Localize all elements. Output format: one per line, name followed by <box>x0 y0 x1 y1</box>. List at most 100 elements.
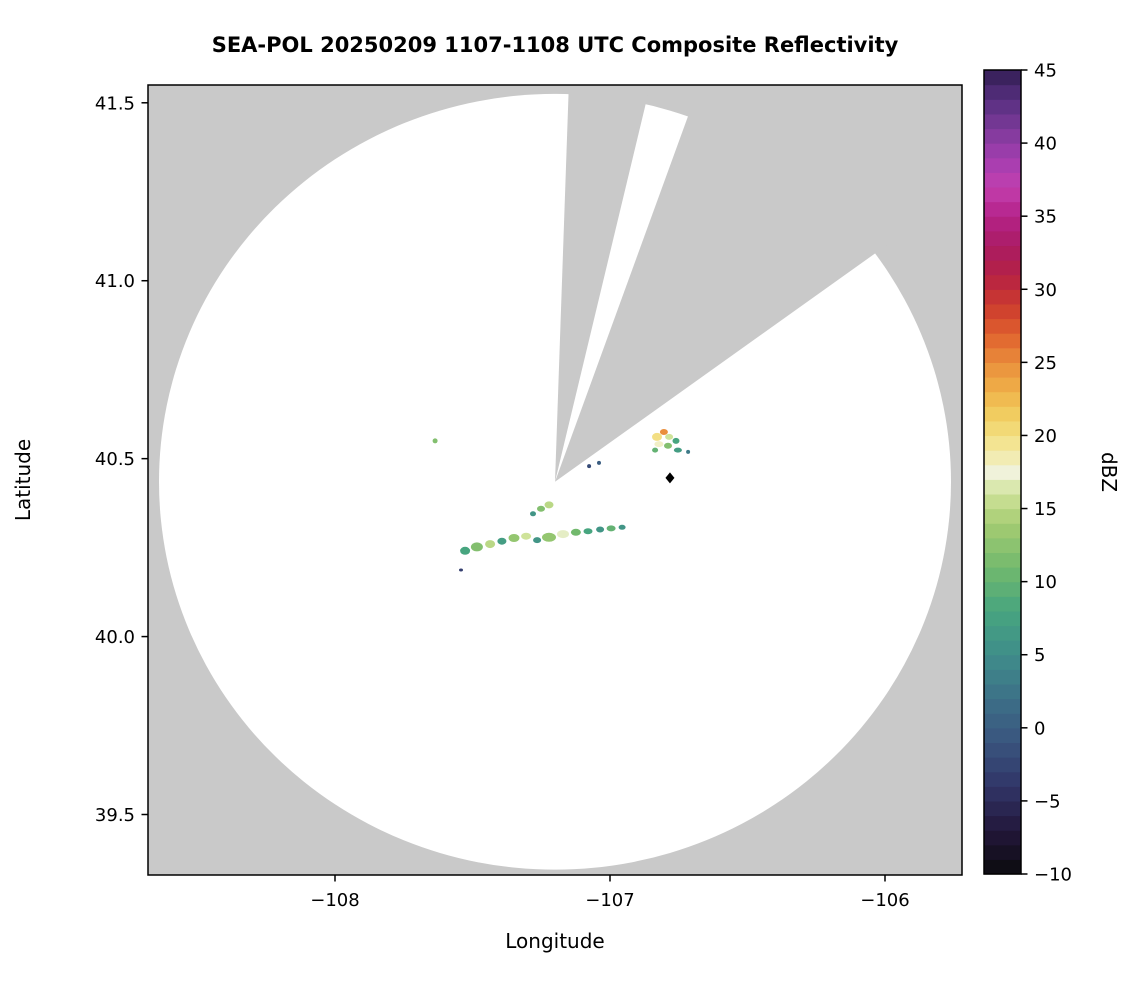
y-tick-label: 41.5 <box>95 93 135 114</box>
missing-data-sector <box>555 85 962 482</box>
y-tick-label: 39.5 <box>95 805 135 826</box>
radar-echo <box>686 449 691 454</box>
radar-echo <box>497 537 507 545</box>
colorbar-segment <box>984 742 1021 758</box>
y-tick-label: 41.0 <box>95 271 135 292</box>
radar-echo <box>664 442 672 449</box>
colorbar-segment <box>984 84 1021 100</box>
colorbar-tick-label: 10 <box>1034 572 1057 593</box>
colorbar-segment <box>984 245 1021 261</box>
colorbar-tick-label: 5 <box>1034 645 1045 666</box>
colorbar-segment <box>984 552 1021 568</box>
radar-echo <box>533 537 542 544</box>
colorbar-segment <box>984 654 1021 670</box>
colorbar-segment <box>984 143 1021 159</box>
colorbar-segment <box>984 260 1021 276</box>
colorbar: −10 −5 0 5 10 15 20 25 30 35 40 45 <box>983 61 1072 886</box>
colorbar-segment <box>984 362 1021 378</box>
missing-data-sector <box>555 85 651 482</box>
colorbar-label: dBZ <box>1097 452 1121 492</box>
colorbar-segment <box>984 683 1021 700</box>
radar-echo <box>654 441 664 448</box>
colorbar-segment <box>984 493 1021 510</box>
diamond-marker <box>665 472 675 484</box>
colorbar-segment <box>984 537 1021 553</box>
colorbar-segment <box>984 815 1021 831</box>
radar-echo <box>652 447 659 453</box>
colorbar-segment <box>984 523 1021 539</box>
radar-echo <box>672 437 680 444</box>
x-axis-label: Longitude <box>505 929 604 953</box>
radar-echo <box>432 438 438 444</box>
radar-echo <box>485 540 496 549</box>
colorbar-segment <box>984 406 1021 422</box>
colorbar-segment <box>984 698 1021 714</box>
colorbar-segment <box>984 464 1021 480</box>
radar-echo <box>618 524 626 530</box>
plot-area <box>148 85 962 875</box>
colorbar-segment <box>984 333 1021 349</box>
colorbar-tick-label: 20 <box>1034 426 1057 447</box>
radar-echo <box>557 530 569 539</box>
radar-echo <box>544 501 554 509</box>
colorbar-segment <box>984 303 1021 320</box>
x-tick-label: −107 <box>585 890 634 911</box>
colorbar-segment <box>984 830 1021 846</box>
radar-echo <box>459 568 463 572</box>
y-axis-label: Latitude <box>11 439 35 521</box>
colorbar-segment <box>984 757 1021 773</box>
radar-echo <box>508 534 520 542</box>
colorbar-segment <box>984 391 1021 407</box>
colorbar-segment <box>984 99 1021 115</box>
colorbar-segment <box>984 479 1021 495</box>
radar-echo <box>542 532 556 542</box>
colorbar-segment <box>984 640 1021 656</box>
colorbar-segment <box>984 347 1021 363</box>
colorbar-segment <box>984 157 1021 173</box>
radar-echo <box>673 447 682 453</box>
radar-echo <box>583 528 593 535</box>
colorbar-segment <box>984 289 1021 305</box>
colorbar-segment <box>984 625 1021 641</box>
y-tick-label: 40.5 <box>95 449 135 470</box>
x-tick-label: −108 <box>310 890 359 911</box>
colorbar-tick-label: 35 <box>1034 207 1057 228</box>
y-tick-label: 40.0 <box>95 627 135 648</box>
axes: −108 −107 −106 39.5 40.0 40.5 41.0 41.5 <box>95 84 963 911</box>
colorbar-segment <box>984 230 1021 247</box>
radar-echo <box>537 505 545 512</box>
colorbar-segment <box>984 435 1021 451</box>
radar-echo <box>659 429 668 435</box>
colorbar-segment <box>984 859 1021 875</box>
colorbar-segment <box>984 713 1021 729</box>
colorbar-segment <box>984 844 1021 860</box>
colorbar-tick-label: −5 <box>1034 791 1061 812</box>
radar-echo <box>521 532 532 540</box>
colorbar-segment <box>984 800 1021 817</box>
colorbar-segment <box>984 376 1021 393</box>
radar-echo <box>606 525 616 532</box>
colorbar-segment <box>984 596 1021 612</box>
radar-echo <box>652 432 662 441</box>
radar-echo <box>597 460 601 465</box>
radar-echo <box>530 511 536 517</box>
colorbar-tick-label: 45 <box>1034 61 1057 82</box>
colorbar-segment <box>984 450 1021 466</box>
colorbar-tick-label: 25 <box>1034 353 1057 374</box>
colorbar-segment <box>984 274 1021 290</box>
colorbar-segment <box>984 186 1021 203</box>
colorbar-tick-label: 0 <box>1034 718 1045 739</box>
colorbar-segment <box>984 128 1021 144</box>
radar-echo <box>587 464 592 469</box>
colorbar-segment <box>984 610 1021 627</box>
colorbar-segment <box>984 727 1021 744</box>
colorbar-segment <box>984 113 1021 130</box>
colorbar-segment <box>984 771 1021 787</box>
colorbar-segment <box>984 581 1021 597</box>
plot-frame <box>147 84 963 876</box>
colorbar-tick-label: 30 <box>1034 280 1057 301</box>
colorbar-segment <box>984 567 1021 583</box>
colorbar-segment <box>984 216 1021 232</box>
